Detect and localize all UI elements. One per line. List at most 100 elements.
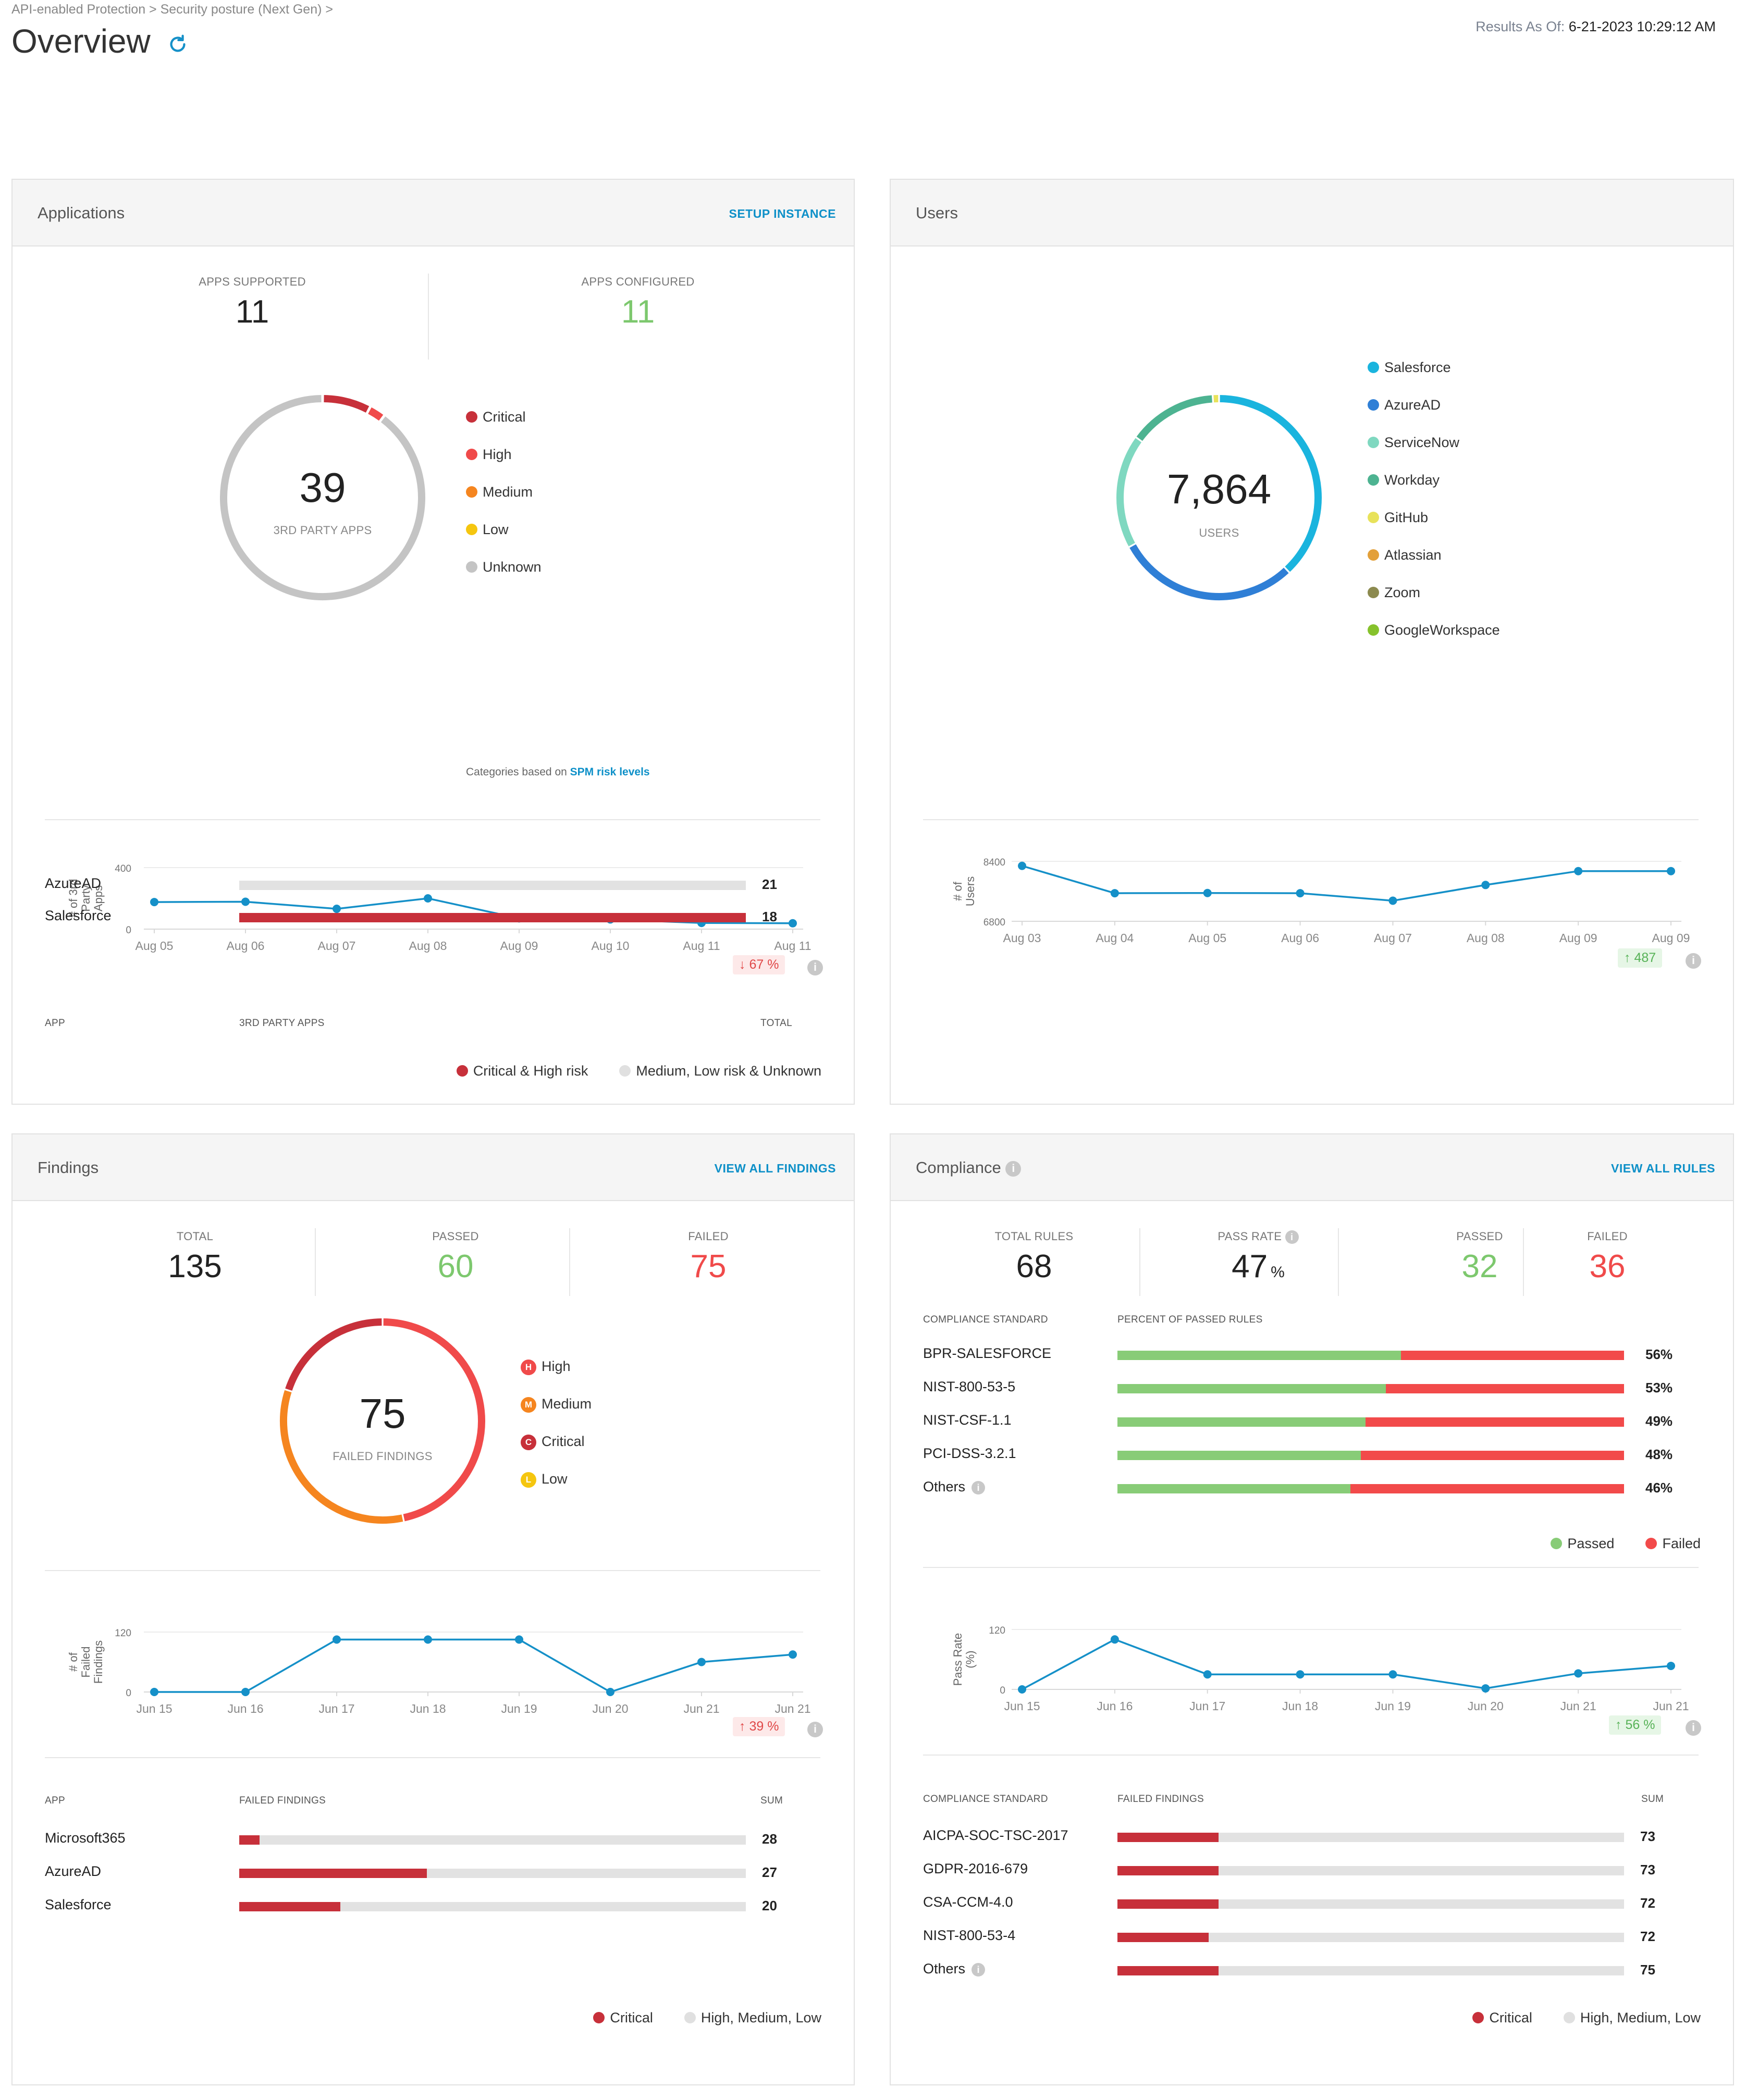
data-point[interactable] — [606, 1688, 614, 1696]
donut-segment-salesforce[interactable] — [1220, 395, 1322, 572]
donut-segment-azuread[interactable] — [1129, 544, 1289, 600]
donut-segment-critical[interactable] — [285, 1318, 382, 1391]
legend-item-high[interactable]: H High — [521, 1358, 571, 1375]
spm-risk-levels-link[interactable]: SPM risk levels — [570, 766, 650, 778]
standard-label[interactable]: Others i — [923, 1479, 986, 1495]
info-icon[interactable]: i — [807, 960, 823, 975]
legend-item-low[interactable]: Low — [466, 522, 509, 538]
setup-instance-link[interactable]: SETUP INSTANCE — [729, 207, 836, 220]
standard-label[interactable]: NIST-CSF-1.1 — [923, 1412, 1012, 1428]
legend-item-github[interactable]: GitHub — [1368, 510, 1428, 526]
pass-fail-bar[interactable] — [1117, 1384, 1624, 1393]
info-icon[interactable]: i — [1686, 1720, 1701, 1736]
data-point[interactable] — [1296, 1670, 1305, 1679]
donut-segment-critical[interactable] — [324, 395, 370, 413]
data-point[interactable] — [241, 897, 250, 906]
legend-item-medium[interactable]: M Medium — [521, 1396, 592, 1413]
legend-item-critical[interactable]: C Critical — [521, 1434, 585, 1450]
row-bar[interactable] — [239, 1902, 746, 1911]
standard-label[interactable]: NIST-800-53-5 — [923, 1379, 1016, 1394]
legend-item-unknown[interactable]: Unknown — [466, 559, 542, 575]
legend-item-atlassian[interactable]: Atlassian — [1368, 547, 1442, 563]
donut-segment-high[interactable] — [383, 1318, 485, 1522]
legend-item-low[interactable]: L Low — [521, 1471, 568, 1488]
refresh-icon[interactable] — [166, 32, 190, 56]
pass-fail-bar[interactable] — [1117, 1417, 1624, 1427]
row-bar[interactable] — [239, 1835, 746, 1845]
data-point[interactable] — [1388, 1670, 1397, 1679]
legend-item-high-medium-low[interactable]: High, Medium, Low — [1563, 2010, 1701, 2026]
data-point[interactable] — [1018, 861, 1026, 870]
legend-item-medium-low-risk-unknown[interactable]: Medium, Low risk & Unknown — [619, 1063, 821, 1079]
legend-item-servicenow[interactable]: ServiceNow — [1368, 435, 1459, 451]
legend-item-passed[interactable]: Passed — [1551, 1536, 1614, 1552]
legend-item-critical[interactable]: Critical — [593, 2010, 653, 2026]
info-icon[interactable]: i — [972, 1962, 986, 1977]
legend-item-failed[interactable]: Failed — [1645, 1536, 1701, 1552]
legend-item-high[interactable]: High — [466, 447, 512, 463]
pass-fail-bar[interactable] — [1117, 1484, 1624, 1493]
data-point[interactable] — [1481, 881, 1490, 890]
legend-item-salesforce[interactable]: Salesforce — [1368, 360, 1451, 376]
passed-fill — [1117, 1384, 1386, 1393]
info-icon[interactable]: i — [1285, 1230, 1299, 1244]
breadcrumb[interactable]: API-enabled Protection > Security postur… — [11, 2, 333, 17]
data-point[interactable] — [1667, 1661, 1675, 1670]
legend-item-workday[interactable]: Workday — [1368, 472, 1440, 488]
row-bar[interactable] — [1117, 1966, 1624, 1975]
info-icon[interactable]: i — [1686, 953, 1701, 969]
data-point[interactable] — [241, 1688, 250, 1696]
data-point[interactable] — [150, 898, 158, 907]
row-bar[interactable] — [239, 881, 746, 890]
data-point[interactable] — [789, 919, 797, 928]
data-point[interactable] — [424, 894, 432, 903]
data-point[interactable] — [1667, 867, 1675, 875]
data-point[interactable] — [150, 1688, 158, 1696]
pass-fail-bar[interactable] — [1117, 1351, 1624, 1360]
data-point[interactable] — [789, 1650, 797, 1659]
donut-segment-medium[interactable] — [280, 1390, 403, 1524]
row-bar[interactable] — [1117, 1866, 1624, 1875]
legend-item-medium[interactable]: Medium — [466, 484, 533, 500]
standard-label[interactable]: BPR-SALESFORCE — [923, 1345, 1052, 1361]
donut-segment-unknown[interactable] — [220, 395, 425, 600]
data-point[interactable] — [1481, 1684, 1490, 1693]
legend-item-critical[interactable]: Critical — [466, 409, 526, 425]
legend-item-googleworkspace[interactable]: GoogleWorkspace — [1368, 622, 1500, 638]
view-all-rules-link[interactable]: VIEW ALL RULES — [1611, 1162, 1715, 1175]
legend-item-critical[interactable]: Critical — [1472, 2010, 1532, 2026]
legend-item-zoom[interactable]: Zoom — [1368, 585, 1420, 601]
row-bar[interactable] — [1117, 1899, 1624, 1909]
donut-segment-high[interactable] — [368, 407, 384, 421]
data-point[interactable] — [697, 1658, 706, 1666]
data-point[interactable] — [424, 1635, 432, 1644]
legend-item-high-medium-low[interactable]: High, Medium, Low — [684, 2010, 821, 2026]
info-icon[interactable]: i — [1005, 1160, 1022, 1177]
data-point[interactable] — [515, 1635, 523, 1644]
row-bar[interactable] — [239, 1869, 746, 1878]
legend-item-critical-high-risk[interactable]: Critical & High risk — [456, 1063, 588, 1079]
row-bar[interactable] — [1117, 1833, 1624, 1842]
row-bar[interactable] — [239, 913, 746, 922]
info-icon[interactable]: i — [807, 1722, 823, 1737]
data-point[interactable] — [1203, 1670, 1212, 1679]
row-bar[interactable] — [1117, 1933, 1624, 1942]
legend-label: High — [542, 1358, 571, 1374]
data-point[interactable] — [1110, 889, 1119, 898]
standard-label[interactable]: PCI-DSS-3.2.1 — [923, 1446, 1016, 1461]
data-point[interactable] — [1018, 1685, 1026, 1694]
donut-segment-servicenow[interactable] — [1116, 438, 1142, 547]
data-point[interactable] — [1203, 888, 1212, 897]
view-all-findings-link[interactable]: VIEW ALL FINDINGS — [714, 1162, 836, 1175]
info-icon[interactable]: i — [972, 1480, 986, 1494]
data-point[interactable] — [333, 1635, 341, 1644]
data-point[interactable] — [1574, 867, 1583, 875]
data-point[interactable] — [1574, 1669, 1583, 1678]
donut-segment-workday[interactable] — [1136, 395, 1212, 441]
data-point[interactable] — [1296, 889, 1305, 898]
data-point[interactable] — [333, 905, 341, 913]
data-point[interactable] — [1110, 1635, 1119, 1644]
legend-item-azuread[interactable]: AzureAD — [1368, 397, 1441, 413]
pass-fail-bar[interactable] — [1117, 1451, 1624, 1460]
data-point[interactable] — [1388, 896, 1397, 905]
